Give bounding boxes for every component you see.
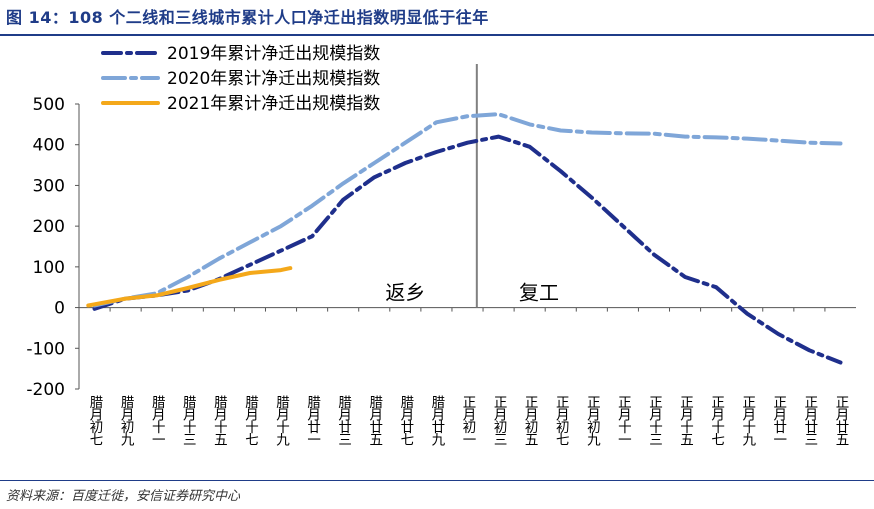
series-lines xyxy=(86,112,843,365)
x-tick-label: 正月十一 xyxy=(615,395,632,445)
y-tick-label: -200 xyxy=(26,380,65,400)
y-tick-label: 500 xyxy=(33,95,65,115)
x-tick-label: 腊月十九 xyxy=(273,395,290,448)
title-rule xyxy=(0,34,874,36)
x-tick-label: 腊月廿三 xyxy=(335,395,352,446)
x-tick-label: 正月廿一 xyxy=(770,395,787,445)
series-line-3 xyxy=(86,266,293,308)
x-tick-label: 腊月初七 xyxy=(87,395,104,447)
y-tick-labels: -200 -100 0 100 200 300 400 500 xyxy=(26,95,65,400)
y-tick-label: -100 xyxy=(26,339,65,359)
x-tick-labels: 腊月初七 腊月初九 腊月十一 腊月十三 腊月十五 腊月十七 腊月十九 腊月廿一 腊月廿三 腊月廿五… xyxy=(87,395,850,448)
x-tick-label: 正月十七 xyxy=(708,395,725,446)
figure-title: 图 14：108 个二线和三线城市累计人口净迁出指数明显低于往年 xyxy=(6,8,489,27)
x-tick-label: 正月廿三 xyxy=(801,395,818,445)
x-tick-label: 腊月廿一 xyxy=(304,395,321,445)
series-line-2 xyxy=(92,112,843,308)
x-tick-label: 正月初七 xyxy=(553,395,570,446)
annotations: 返乡 复工 xyxy=(385,280,559,304)
legend: 2019年累计净迁出规模指数 2020年累计净迁出规模指数 2021年累计净迁出规模… xyxy=(101,44,380,114)
x-tick-label: 正月初五 xyxy=(522,395,539,445)
x-tick-label: 正月初三 xyxy=(491,395,508,445)
x-tick-label: 正月十九 xyxy=(739,395,756,447)
x-tick-label: 腊月廿七 xyxy=(397,395,414,447)
x-tick-label: 正月初一 xyxy=(460,395,477,445)
series-line-1 xyxy=(92,134,843,365)
x-tick-label: 正月初九 xyxy=(584,395,601,447)
x-tick-label: 腊月廿九 xyxy=(428,395,445,448)
x-tick-label: 腊月十七 xyxy=(242,395,259,447)
y-tick-label: 200 xyxy=(33,217,65,237)
y-tick-label: 300 xyxy=(33,176,65,196)
x-tick-label: 正月廿五 xyxy=(832,395,849,445)
annotation-2: 复工 xyxy=(519,280,559,304)
annotation-1: 返乡 xyxy=(385,280,425,304)
x-tick-label: 腊月十三 xyxy=(180,395,197,446)
legend-label-3: 2021年累计净迁出规模指数 xyxy=(167,94,380,114)
y-tick-label: 400 xyxy=(33,136,65,156)
x-tick-label: 正月十三 xyxy=(646,395,663,445)
footer-rule xyxy=(0,480,874,481)
y-tick-label: 100 xyxy=(33,258,65,278)
x-tick-label: 正月十五 xyxy=(677,395,694,445)
x-tick-label: 腊月初九 xyxy=(118,395,135,448)
legend-label-2: 2020年累计净迁出规模指数 xyxy=(167,69,380,89)
source-note: 资料来源：百度迁徙，安信证券研究中心 xyxy=(6,489,241,504)
legend-label-1: 2019年累计净迁出规模指数 xyxy=(167,44,380,64)
x-tick-label: 腊月十五 xyxy=(211,395,228,446)
y-tick-label: 0 xyxy=(54,299,65,319)
x-tick-label: 腊月廿五 xyxy=(366,395,383,446)
x-tick-label: 腊月十一 xyxy=(149,395,166,445)
axes xyxy=(75,64,856,390)
